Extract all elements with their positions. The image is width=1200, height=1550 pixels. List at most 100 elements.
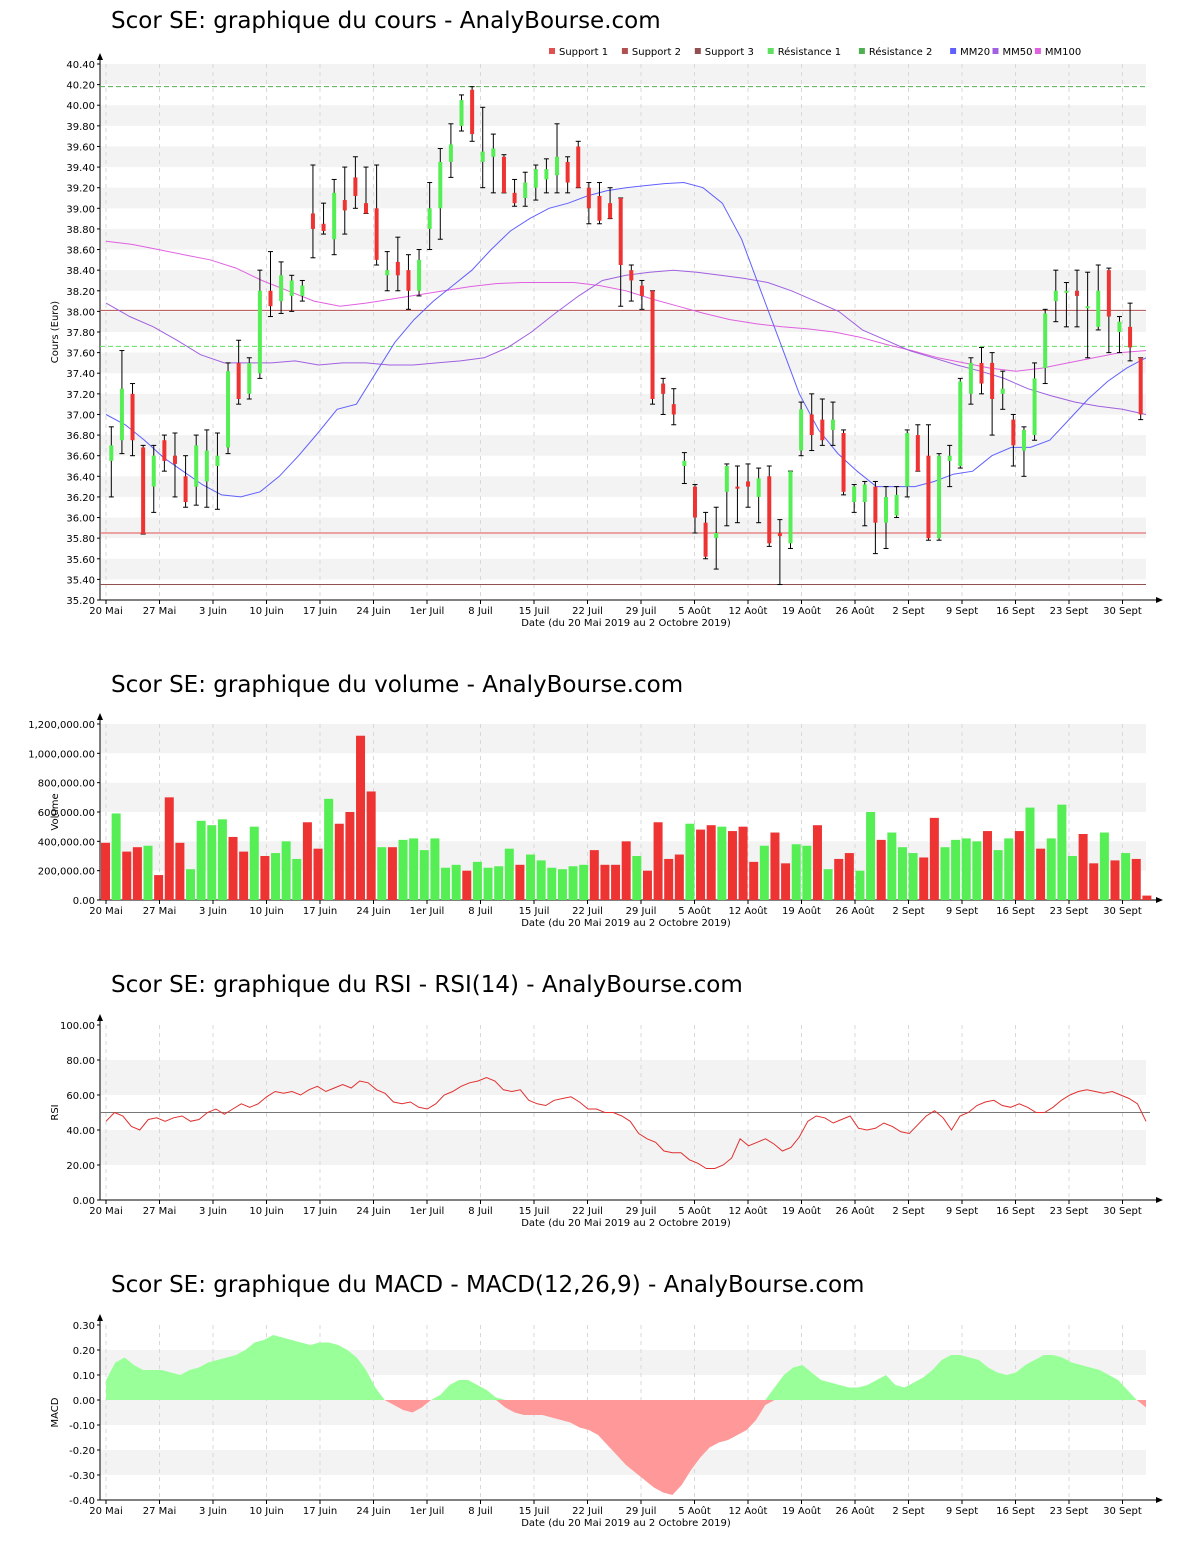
volume-bar — [1089, 863, 1099, 900]
volume-bar — [334, 823, 344, 900]
rsi-y-tick-label: 20.00 — [66, 1161, 95, 1172]
macd-x-tick-label: 9 Sept — [946, 1506, 978, 1517]
candle-body — [257, 290, 262, 374]
macd-chart-title: Scor SE: graphique du MACD - MACD(12,26,… — [111, 1272, 865, 1298]
volume-bar — [515, 864, 525, 900]
price-x-tick-label: 26 Août — [836, 605, 875, 617]
volume-bar — [196, 820, 206, 900]
volume-bar — [1057, 804, 1067, 900]
price-grid-band — [100, 476, 1146, 497]
candle-body — [671, 404, 676, 415]
rsi-y-axis-title: RSI — [50, 1104, 61, 1120]
volume-y-tick-label: 1,200,000.00 — [28, 720, 95, 731]
volume-bar — [1046, 838, 1056, 900]
candle-body — [703, 522, 708, 557]
price-x-tick-label: 8 Juil — [468, 606, 492, 617]
candle-body — [777, 533, 782, 537]
price-grid-band — [100, 352, 1146, 374]
legend-label: Support 1 — [559, 47, 608, 58]
volume-bar — [526, 854, 536, 900]
macd-x-axis-arrow — [1156, 1497, 1163, 1503]
candle-body — [523, 182, 528, 198]
volume-bar — [271, 853, 281, 900]
macd-chart: -0.40 -0.30 -0.20 -0.10 0.00 0.10 0.20 0.30 20 M… — [50, 1314, 1163, 1529]
rsi-x-tick-label: 26 Août — [836, 1205, 875, 1217]
candle-body — [1053, 290, 1058, 302]
volume-bar — [451, 864, 461, 900]
volume-bar — [812, 825, 822, 900]
volume-bar — [876, 839, 886, 900]
price-y-tick-label: 40.20 — [66, 81, 95, 92]
volume-bar — [186, 869, 196, 900]
macd-x-tick-label: 30 Sept — [1103, 1506, 1142, 1517]
macd-negative-area — [106, 1400, 1146, 1495]
candle-body — [279, 275, 284, 302]
candle-body — [130, 393, 135, 441]
price-y-tick-label: 36.60 — [66, 452, 95, 463]
candle-body — [353, 177, 358, 196]
candle-body — [491, 148, 496, 157]
macd-x-tick-label: 5 Août — [678, 1505, 711, 1517]
candle-body — [746, 481, 751, 487]
volume-bar — [472, 861, 482, 900]
volume-bar — [345, 812, 355, 900]
price-x-axis-title: Date (du 20 Mai 2019 au 2 Octobre 2019) — [521, 618, 731, 629]
volume-x-tick-label: 29 Juil — [626, 906, 657, 917]
volume-x-tick-label: 1er Juil — [410, 906, 445, 917]
macd-x-tick-label: 2 Sept — [892, 1506, 924, 1517]
volume-bar — [483, 867, 493, 900]
volume-bar — [961, 838, 971, 900]
mm20-line — [105, 181, 1147, 498]
macd-y-tick-label: -0.10 — [69, 1421, 95, 1432]
candle-body — [427, 208, 432, 229]
legend-label: Support 3 — [705, 47, 754, 58]
volume-bar — [122, 851, 132, 900]
volume-bar — [132, 847, 142, 900]
candle-body — [735, 486, 740, 489]
volume-bar — [1131, 858, 1141, 900]
candle-body — [119, 388, 124, 441]
volume-y-tick-label: 800,000.00 — [38, 779, 95, 790]
volume-bar — [1025, 807, 1035, 900]
volume-bar — [557, 869, 567, 900]
candle-body — [406, 270, 411, 291]
price-x-tick-label: 9 Sept — [946, 606, 978, 617]
macd-x-tick-label: 20 Mai — [89, 1506, 122, 1517]
price-x-tick-label: 27 Mai — [143, 606, 176, 617]
volume-y-tick-label: 200,000.00 — [38, 867, 95, 878]
macd-y-tick-label: -0.30 — [69, 1471, 95, 1482]
candle-body — [204, 450, 209, 482]
candle-body — [756, 478, 761, 497]
rsi-x-tick-label: 24 Juin — [356, 1206, 390, 1217]
candle-body — [480, 151, 485, 162]
volume-bar — [568, 866, 578, 900]
candle-body — [894, 494, 899, 516]
price-y-axis-arrow — [97, 53, 103, 60]
candle-body — [226, 371, 231, 448]
candle-body — [215, 455, 220, 466]
price-y-tick-label: 39.40 — [66, 163, 95, 174]
mm100-line — [105, 240, 1147, 372]
volume-y-tick-label: 1,000,000.00 — [28, 749, 95, 760]
volume-bar — [101, 842, 111, 900]
volume-bar — [834, 858, 844, 900]
rsi-x-tick-label: 10 Juin — [249, 1206, 283, 1217]
volume-bar — [398, 839, 408, 900]
price-y-axis-title: Cours (Euro) — [50, 301, 61, 364]
candle-body — [194, 445, 199, 487]
candle-body — [332, 192, 337, 240]
price-y-tick-label: 40.00 — [66, 101, 95, 112]
price-x-tick-label: 23 Sept — [1050, 606, 1089, 617]
candle-body — [830, 419, 835, 430]
volume-chart-title: Scor SE: graphique du volume - AnalyBour… — [111, 672, 684, 698]
volume-bar — [749, 861, 759, 900]
price-y-tick-label: 37.60 — [66, 349, 95, 360]
candle-body — [342, 200, 347, 211]
volume-bar — [855, 870, 865, 900]
volume-bar — [940, 847, 950, 900]
price-grid-band — [100, 146, 1146, 168]
candle-body — [799, 409, 804, 451]
price-y-tick-label: 39.80 — [66, 122, 95, 133]
price-y-tick-label: 38.80 — [66, 225, 95, 236]
price-x-tick-label: 24 Juin — [356, 606, 390, 617]
